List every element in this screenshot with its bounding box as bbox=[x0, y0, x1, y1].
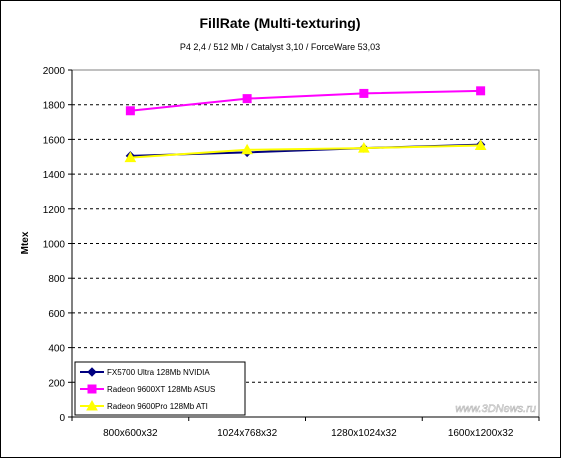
y-axis-label: Mtex bbox=[20, 231, 31, 254]
legend-label: FX5700 Ultra 128Mb NVIDIA bbox=[107, 368, 210, 377]
data-point bbox=[474, 139, 487, 150]
y-tick-label: 1800 bbox=[43, 101, 66, 112]
axes bbox=[68, 69, 540, 421]
data-point bbox=[242, 94, 252, 104]
data-point bbox=[124, 151, 137, 163]
y-tick-label: 800 bbox=[48, 274, 65, 285]
x-tick-label: 800x600x32 bbox=[103, 428, 158, 439]
x-tick-label: 1280x1024x32 bbox=[331, 428, 397, 439]
x-tick-label: 1600x1200x32 bbox=[448, 428, 514, 439]
series-line bbox=[130, 89, 481, 112]
series-3 bbox=[124, 139, 487, 163]
legend-swatch-marker bbox=[86, 399, 98, 411]
chart-subtitle: P4 2,4 / 512 Mb / Catalyst 3,10 / ForceW… bbox=[180, 42, 380, 52]
legend-swatch-marker bbox=[87, 367, 97, 377]
y-tick-label: 1000 bbox=[43, 240, 66, 251]
data-point bbox=[125, 106, 135, 116]
y-tick-label: 1200 bbox=[43, 205, 66, 216]
data-point bbox=[358, 142, 370, 153]
legend: FX5700 Ultra 128Mb NVIDIA Radeon 9600XT 1… bbox=[74, 361, 246, 416]
legend-swatch-marker bbox=[87, 384, 97, 394]
y-tick-label: 0 bbox=[59, 413, 65, 424]
data-point bbox=[359, 88, 369, 98]
watermark: www.3DNews.ru bbox=[455, 403, 536, 415]
y-tick-label: 2000 bbox=[43, 66, 66, 77]
legend-label: Radeon 9600Pro 128Mb ATI bbox=[107, 402, 208, 411]
series-2 bbox=[125, 86, 486, 116]
data-point bbox=[476, 86, 486, 96]
x-tick-label: 1024x768x32 bbox=[217, 428, 277, 439]
y-tick-label: 1600 bbox=[43, 135, 66, 146]
y-tick-labels: 0 200 400 600 800 1000 1200 1400 1600 1800 2000 bbox=[43, 66, 66, 424]
y-tick-label: 600 bbox=[48, 309, 65, 320]
y-tick-label: 400 bbox=[48, 344, 65, 355]
legend-entry: FX5700 Ultra 128Mb NVIDIA bbox=[80, 367, 210, 377]
y-tick-label: 1400 bbox=[43, 170, 66, 181]
chart-title: FillRate (Multi-texturing) bbox=[200, 15, 361, 31]
series-lines bbox=[124, 86, 487, 163]
legend-entry: Radeon 9600Pro 128Mb ATI bbox=[80, 399, 208, 411]
data-point bbox=[241, 143, 253, 155]
legend-entry: Radeon 9600XT 128Mb ASUS bbox=[80, 384, 215, 394]
plot-area bbox=[71, 69, 540, 418]
x-tick-labels: 800x600x32 1024x768x32 1280x1024x32 1600x12… bbox=[103, 428, 514, 439]
series-line bbox=[130, 144, 481, 159]
y-tick-label: 200 bbox=[48, 378, 65, 389]
legend-label: Radeon 9600XT 128Mb ASUS bbox=[107, 385, 215, 394]
